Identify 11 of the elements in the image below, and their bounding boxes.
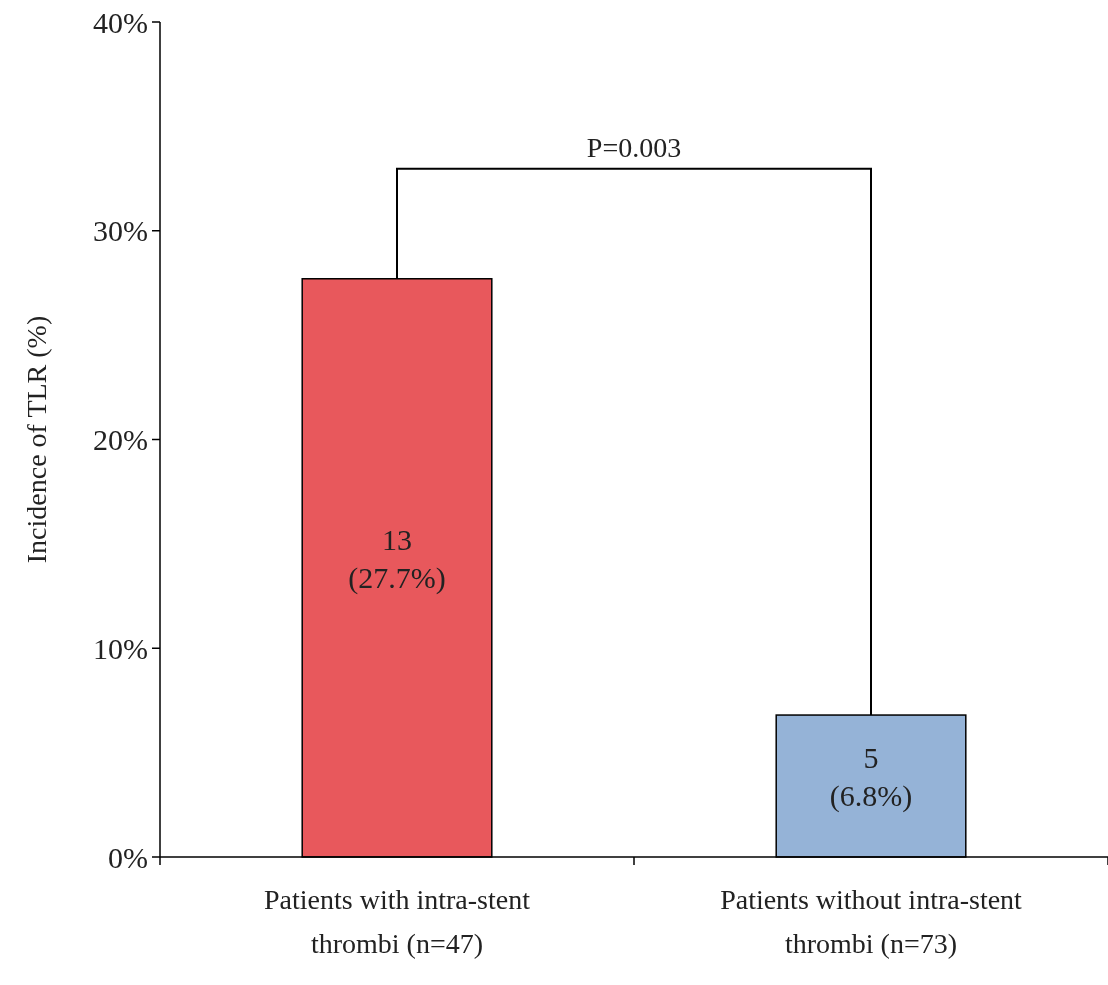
y-tick-label: 0% bbox=[108, 840, 148, 874]
annotation: P=0.003 bbox=[586, 131, 682, 163]
y-tick-label: 30% bbox=[93, 214, 148, 248]
data-label: 5 (6.8%) bbox=[829, 741, 913, 814]
x-tick-label: Patients with intra-stent thrombi (n=47) bbox=[264, 884, 531, 959]
x-tick-label: Patients without intra-stent thrombi (n=73) bbox=[720, 884, 1023, 959]
y-axis-title: Incidence of TLR (%) bbox=[21, 315, 52, 564]
y-tick-label: 10% bbox=[93, 631, 148, 665]
data-label: 13 (27.7%) bbox=[348, 522, 446, 595]
y-tick-label: 40% bbox=[93, 5, 148, 39]
y-tick-label: 20% bbox=[93, 423, 148, 456]
